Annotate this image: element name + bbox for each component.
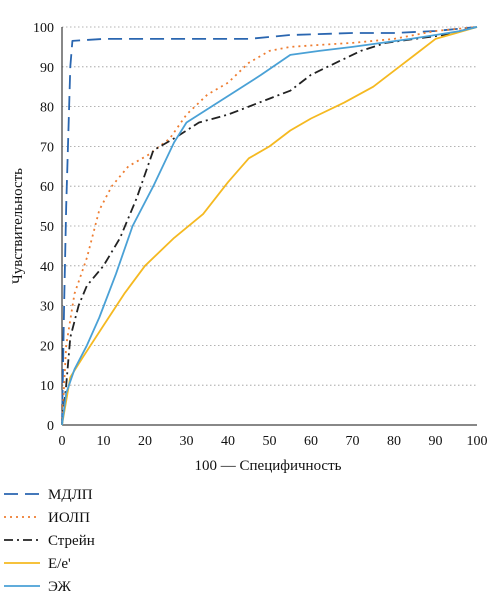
y-tick-label: 0 bbox=[47, 419, 54, 434]
legend-label: ИОЛП bbox=[48, 510, 90, 526]
series-line-4 bbox=[61, 26, 478, 426]
x-tick-label: 50 bbox=[263, 434, 277, 449]
legend-label: ЭЖ bbox=[48, 579, 72, 595]
x-tick-label: 100 bbox=[467, 434, 488, 449]
legend: МДЛП ИОЛП Стрейн Е/е' ЭЖ bbox=[4, 487, 95, 595]
series-lines bbox=[61, 26, 478, 426]
series-line-5 bbox=[61, 26, 478, 426]
axes bbox=[61, 27, 477, 426]
x-tick-label: 0 bbox=[59, 434, 66, 449]
y-tick-label: 70 bbox=[40, 140, 54, 155]
y-tick-label: 90 bbox=[40, 61, 54, 76]
y-tick-label: 40 bbox=[40, 260, 54, 275]
x-tick-label: 70 bbox=[346, 434, 360, 449]
y-tick-label: 30 bbox=[40, 300, 54, 315]
legend-label: Е/е' bbox=[48, 556, 71, 572]
legend-label: МДЛП bbox=[48, 487, 93, 503]
series-line-2 bbox=[61, 26, 478, 426]
grid-lines bbox=[62, 26, 477, 386]
y-tick-label: 10 bbox=[40, 379, 54, 394]
x-axis-title: 100 — Специфичность bbox=[195, 458, 342, 474]
y-axis-title: Чувствительность bbox=[10, 168, 26, 284]
y-tick-label: 60 bbox=[40, 180, 54, 195]
x-tick-label: 80 bbox=[387, 434, 401, 449]
x-tick-label: 20 bbox=[138, 434, 152, 449]
y-tick-label: 100 bbox=[33, 21, 54, 36]
x-tick-label: 60 bbox=[304, 434, 318, 449]
x-tick-label: 90 bbox=[429, 434, 443, 449]
x-tick-labels: 0 10 20 30 40 50 60 70 80 90 100 bbox=[59, 434, 488, 449]
x-tick-label: 40 bbox=[221, 434, 235, 449]
x-tick-label: 10 bbox=[97, 434, 111, 449]
y-tick-labels: 0 10 20 30 40 50 60 70 80 90 100 bbox=[33, 21, 54, 434]
y-tick-label: 80 bbox=[40, 101, 54, 116]
series-line-3 bbox=[61, 26, 478, 426]
y-tick-label: 20 bbox=[40, 339, 54, 354]
y-tick-label: 50 bbox=[40, 220, 54, 235]
series-line-1 bbox=[61, 26, 478, 426]
legend-label: Стрейн bbox=[48, 533, 95, 549]
x-tick-label: 30 bbox=[180, 434, 194, 449]
